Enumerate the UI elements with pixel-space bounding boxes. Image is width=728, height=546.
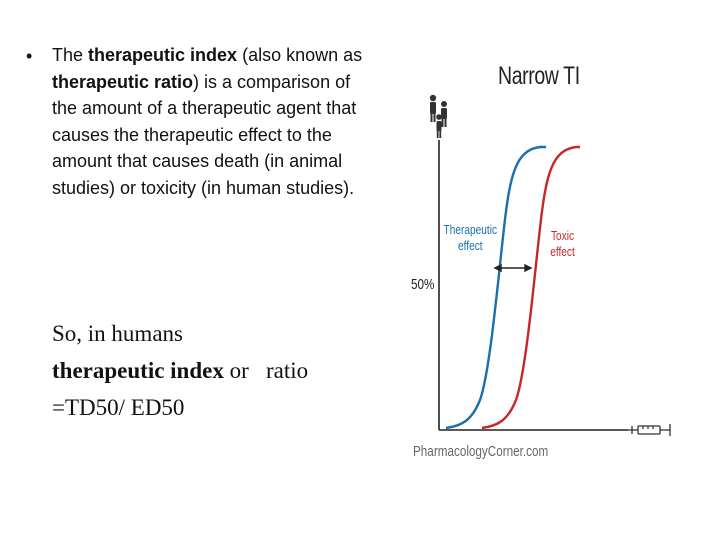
bullet-text-part: ) is a comparison of the amount of a the… — [52, 71, 357, 198]
toxic-effect-label: Toxic effect — [543, 228, 582, 260]
syringe-icon — [628, 424, 671, 436]
fifty-percent-label: 50% — [411, 276, 435, 293]
bullet-item: • The therapeutic index (also known as t… — [26, 42, 376, 201]
ti-gap-arrow — [493, 263, 533, 273]
people-icon — [429, 94, 447, 138]
toxic-curve — [481, 145, 580, 430]
formula-block: So, in humans therapeutic index or ratio… — [52, 315, 382, 426]
therapeutic-curve — [445, 145, 546, 430]
formula-line-3: =TD50/ ED50 — [52, 395, 185, 420]
toxic-label-line-1: Toxic — [550, 228, 575, 243]
formula-line-2-rest: or ratio — [223, 358, 309, 383]
figure-title: Narrow TI — [498, 62, 580, 90]
dose-response-graphic — [429, 94, 671, 436]
bullet-text-part: The — [52, 45, 89, 65]
therapeutic-label-line-1: Therapeutic — [443, 222, 498, 237]
formula-line-2: therapeutic index or ratio — [52, 352, 382, 389]
formula-term: therapeutic index — [52, 358, 224, 383]
bullet-text: The therapeutic index (also known as the… — [52, 42, 376, 201]
therapeutic-index-figure: Narrow TI 50% Therapeutic effect Toxic e… — [400, 60, 700, 470]
bullet-text-part: (also known as — [237, 45, 363, 65]
toxic-label-line-2: effect — [550, 244, 575, 259]
bullet-dot: • — [26, 46, 33, 66]
therapeutic-label-line-2: effect — [457, 238, 483, 253]
term-therapeutic-index: therapeutic index — [88, 45, 238, 65]
term-therapeutic-ratio: therapeutic ratio — [52, 71, 194, 92]
watermark: PharmacologyCorner.com — [413, 443, 549, 460]
formula-line-1: So, in humans — [52, 321, 183, 346]
therapeutic-effect-label: Therapeutic effect — [443, 222, 498, 254]
